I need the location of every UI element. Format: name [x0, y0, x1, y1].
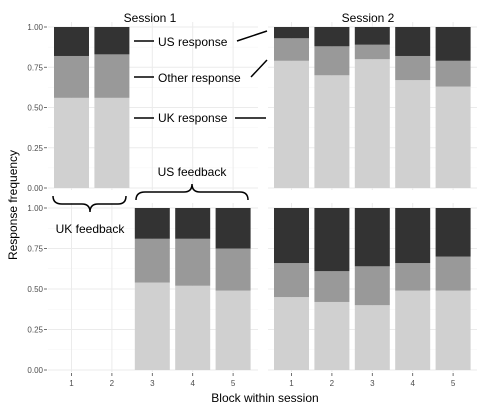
bar-s1-us-block-5-uk-response: [215, 290, 251, 370]
bar-s2-uk-block-5-other-response: [435, 60, 471, 87]
bar-s2-us-block-1-us-response: [274, 208, 309, 264]
bar-s2-uk-block-2-uk-response: [314, 75, 350, 188]
annotation-other-response: Other response: [158, 71, 241, 85]
bar-s2-uk-block-5-us-response: [435, 27, 471, 61]
x-tick-label: 4: [410, 379, 415, 388]
pointer-other-right: [250, 59, 268, 78]
bars: [54, 27, 471, 370]
bar-s2-uk-block-4-uk-response: [395, 80, 431, 188]
bar-s1-us-block-3-other-response: [134, 238, 170, 283]
bar-s2-uk-block-5-uk-response: [435, 86, 471, 188]
bar-s2-us-block-1-uk-response: [274, 297, 309, 370]
strip-session-2: Session 2: [342, 11, 395, 25]
y-tick-label: 0.00: [27, 184, 43, 193]
bar-s2-us-block-4-us-response: [395, 208, 431, 264]
x-tick-label: 2: [110, 379, 115, 388]
bar-s2-us-block-2-us-response: [314, 208, 350, 272]
x-tick-label: 5: [451, 379, 456, 388]
bar-s2-us-block-5-uk-response: [435, 290, 471, 370]
bar-s2-uk-block-3-other-response: [354, 44, 390, 60]
bar-s2-us-block-5-other-response: [435, 256, 471, 291]
y-tick-label: 0.25: [27, 326, 43, 335]
y-axis-title: Response frequency: [6, 150, 20, 260]
bar-s1-uk-block-1-other-response: [54, 55, 89, 98]
strip-session-1: Session 1: [124, 11, 177, 25]
x-axis-title: Block within session: [211, 391, 318, 405]
bar-s1-uk-block-1-us-response: [54, 27, 89, 56]
bar-s1-us-block-4-us-response: [175, 208, 211, 239]
y-tick-label: 0.25: [27, 144, 43, 153]
bar-s1-us-block-3-uk-response: [134, 282, 170, 370]
y-tick-label: 1.00: [27, 23, 43, 32]
pointer-us-right: [236, 30, 268, 42]
bar-s1-uk-block-1-uk-response: [54, 97, 89, 188]
x-tick-label: 2: [330, 379, 335, 388]
brace-us-feedback: [135, 183, 249, 201]
bar-s2-uk-block-2-us-response: [314, 27, 350, 47]
y-tick-label: 0.50: [27, 285, 43, 294]
bar-s2-uk-block-1-uk-response: [274, 60, 309, 189]
bar-s1-us-block-3-us-response: [134, 208, 170, 239]
x-tick-label: 1: [289, 379, 294, 388]
bar-s2-uk-block-1-us-response: [274, 27, 309, 39]
annotation-us-response: US response: [158, 35, 228, 49]
annotation-us-feedback: US feedback: [158, 165, 228, 179]
bar-s2-us-block-4-uk-response: [395, 290, 431, 370]
bar-s2-us-block-5-us-response: [435, 208, 471, 257]
bar-s2-uk-block-3-us-response: [354, 27, 390, 45]
bar-s2-us-block-3-uk-response: [354, 305, 390, 370]
x-tick-label: 1: [69, 379, 74, 388]
bar-s1-us-block-4-other-response: [175, 238, 211, 286]
y-tick-label: 0.50: [27, 104, 43, 113]
annotation-uk-response: UK response: [158, 111, 228, 125]
bar-s1-us-block-4-uk-response: [175, 285, 211, 370]
bar-s1-us-block-5-other-response: [215, 248, 251, 291]
x-tick-label: 4: [190, 379, 195, 388]
y-tick-label: 0.75: [27, 63, 43, 72]
bar-s1-uk-block-2-uk-response: [94, 97, 130, 188]
x-tick-label: 5: [231, 379, 236, 388]
bar-s2-us-block-2-uk-response: [314, 301, 350, 370]
annotation-uk-feedback: UK feedback: [56, 222, 126, 236]
annotation-pointers: [134, 30, 268, 119]
bar-s2-us-block-4-other-response: [395, 263, 431, 291]
bar-s2-us-block-1-other-response: [274, 263, 309, 298]
y-tick-label: 0.75: [27, 245, 43, 254]
bar-s1-uk-block-2-us-response: [94, 27, 130, 55]
bar-s2-us-block-2-other-response: [314, 271, 350, 302]
bar-s1-uk-block-2-other-response: [94, 54, 130, 98]
x-tick-label: 3: [150, 379, 155, 388]
bar-s2-us-block-3-other-response: [354, 266, 390, 306]
bar-s2-uk-block-3-uk-response: [354, 59, 390, 189]
bar-s2-uk-block-4-us-response: [395, 27, 431, 56]
y-tick-label: 0.00: [27, 366, 43, 375]
bar-s2-uk-block-4-other-response: [395, 55, 431, 81]
bar-s2-us-block-3-us-response: [354, 208, 390, 267]
axis-ticks: 0.00 0.25 0.50 0.75 1.00 0.00 0.25 0.50 0.75 1.00…: [27, 23, 455, 388]
bar-s2-uk-block-2-other-response: [314, 46, 350, 76]
x-tick-label: 3: [370, 379, 375, 388]
brace-uk-feedback: [52, 195, 127, 213]
bar-s2-uk-block-1-other-response: [274, 38, 309, 61]
bar-s1-us-block-5-us-response: [215, 208, 251, 249]
y-tick-label: 1.00: [27, 204, 43, 213]
